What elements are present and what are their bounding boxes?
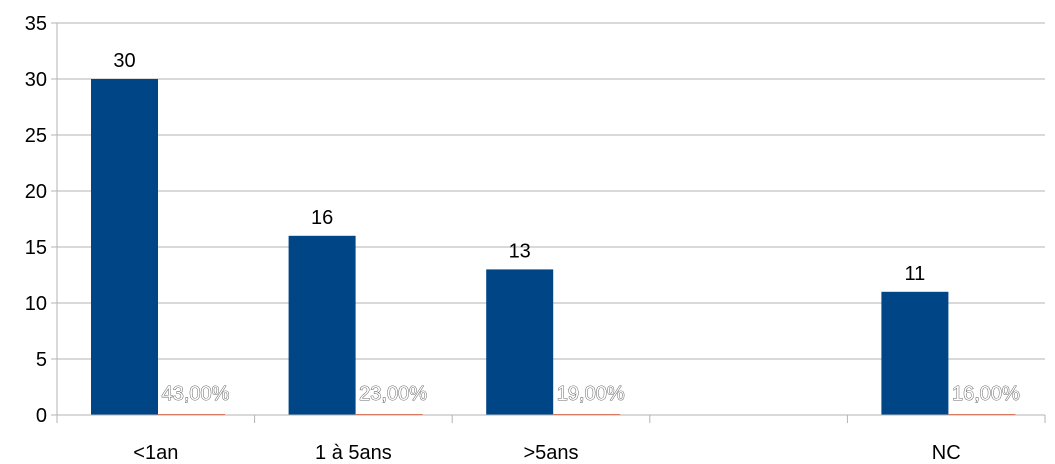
y-tick-label: 10 bbox=[25, 293, 47, 315]
bar-value-label: 13 bbox=[509, 240, 531, 262]
bar-value-label: 30 bbox=[113, 50, 135, 72]
y-tick-label: 35 bbox=[25, 13, 47, 35]
bar bbox=[486, 269, 554, 415]
x-axis: <1an 1 à 5ans >5ans NC bbox=[56, 23, 1046, 464]
bars bbox=[91, 79, 1016, 415]
x-tick-label: >5ans bbox=[523, 442, 578, 464]
bar-value-label: 16 bbox=[311, 207, 333, 229]
y-tick-label: 5 bbox=[36, 349, 47, 371]
x-tick-label: 1 à 5ans bbox=[315, 442, 392, 464]
x-tick-label: <1an bbox=[133, 442, 178, 464]
data-labels: 30 16 13 11 43,00% 23,00% 19,00% 16,00% bbox=[113, 50, 1020, 405]
y-axis-ticks: 0 5 10 15 20 25 30 35 bbox=[25, 13, 57, 427]
y-tick-label: 0 bbox=[36, 405, 47, 427]
percent-label: 19,00% bbox=[557, 383, 625, 405]
y-tick-label: 25 bbox=[25, 125, 47, 147]
x-tick-label: NC bbox=[932, 442, 961, 464]
bar bbox=[91, 79, 158, 415]
y-tick-label: 30 bbox=[25, 69, 47, 91]
percent-label: 43,00% bbox=[162, 383, 230, 405]
percent-label: 16,00% bbox=[952, 383, 1020, 405]
percent-label: 23,00% bbox=[359, 383, 427, 405]
y-tick-label: 20 bbox=[25, 181, 47, 203]
gridlines bbox=[57, 22, 1045, 360]
y-tick-label: 15 bbox=[25, 237, 47, 259]
bar-value-label: 11 bbox=[905, 263, 926, 285]
bar bbox=[288, 235, 356, 415]
bar bbox=[881, 291, 949, 415]
